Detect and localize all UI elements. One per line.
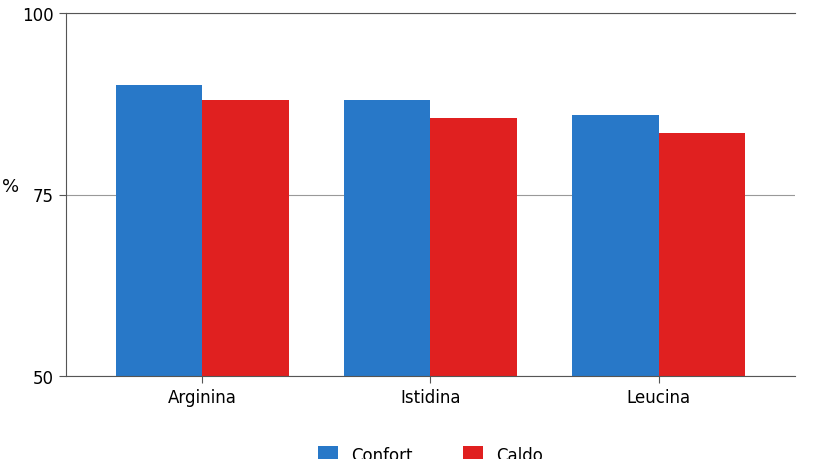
Legend: Confort, Caldo: Confort, Caldo bbox=[311, 439, 549, 459]
Bar bbox=[571, 115, 658, 459]
Y-axis label: %: % bbox=[2, 177, 20, 195]
Bar bbox=[343, 101, 430, 459]
Bar bbox=[202, 101, 289, 459]
Bar bbox=[115, 86, 202, 459]
Bar bbox=[658, 134, 744, 459]
Bar bbox=[430, 119, 517, 459]
